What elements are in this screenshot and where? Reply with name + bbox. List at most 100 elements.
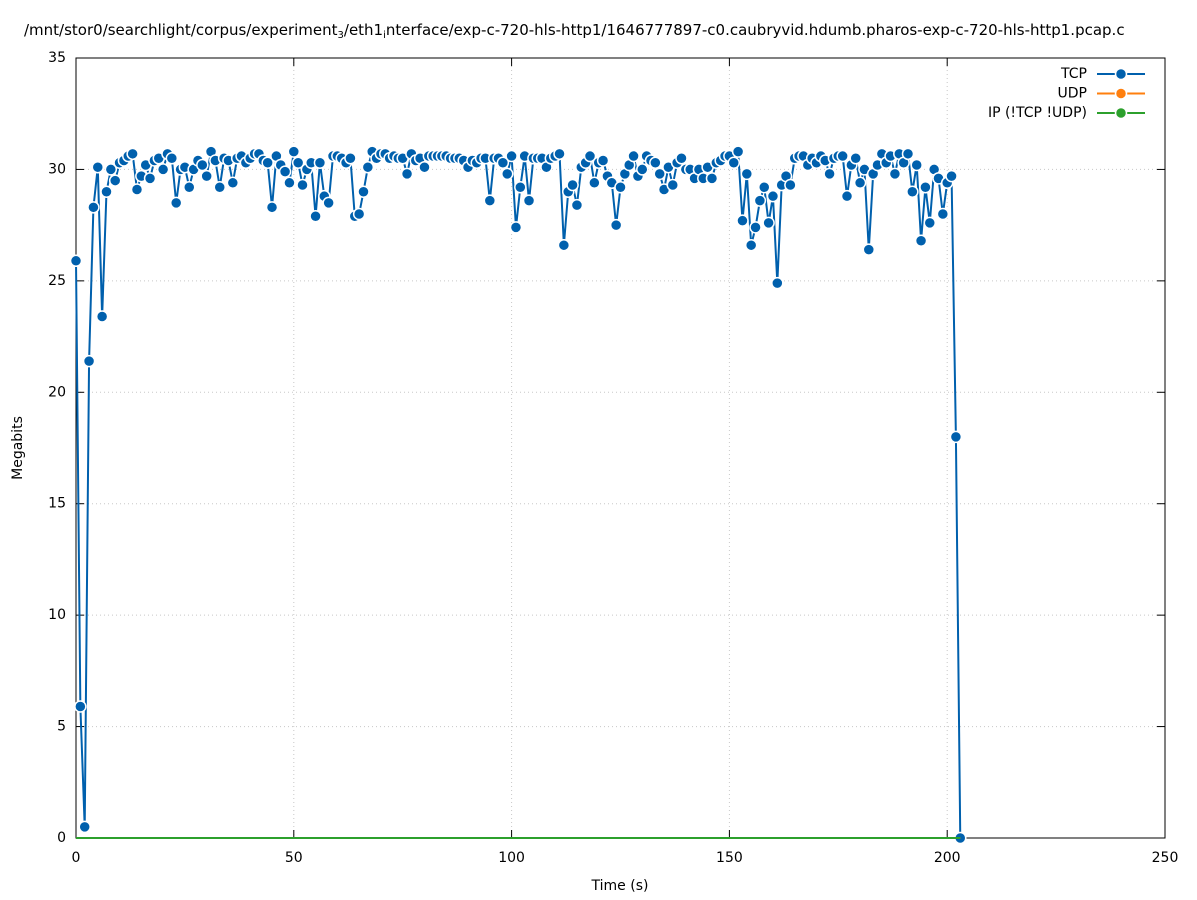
data-point bbox=[749, 221, 762, 234]
data-point bbox=[596, 154, 610, 167]
title-subscript: i bbox=[383, 30, 386, 41]
data-point bbox=[130, 183, 144, 196]
data-point bbox=[949, 430, 963, 444]
data-point bbox=[849, 152, 862, 165]
data-point bbox=[496, 156, 510, 169]
legend-marker bbox=[1114, 67, 1128, 81]
data-point bbox=[357, 185, 370, 198]
data-point bbox=[418, 160, 431, 174]
data-point bbox=[95, 310, 109, 323]
data-point bbox=[914, 234, 928, 247]
data-point bbox=[731, 145, 745, 158]
data-point bbox=[196, 158, 209, 172]
x-tick-label: 200 bbox=[934, 850, 961, 866]
data-point bbox=[901, 147, 915, 161]
legend-label: IP (!TCP !UDP) bbox=[988, 105, 1087, 121]
legend-label: TCP bbox=[1060, 66, 1087, 82]
data-point bbox=[126, 147, 139, 161]
data-point bbox=[278, 165, 292, 178]
data-point bbox=[509, 221, 523, 234]
data-point bbox=[836, 149, 849, 163]
legend-label: UDP bbox=[1058, 86, 1087, 102]
data-point bbox=[483, 194, 497, 207]
data-point bbox=[588, 176, 601, 190]
data-point bbox=[840, 189, 854, 203]
data-point bbox=[74, 700, 87, 713]
x-tick-label: 100 bbox=[498, 850, 525, 866]
data-point bbox=[82, 354, 96, 368]
data-point bbox=[309, 209, 322, 223]
data-point bbox=[287, 145, 301, 158]
data-point bbox=[313, 156, 327, 169]
data-point bbox=[169, 196, 183, 210]
data-point bbox=[156, 163, 170, 176]
data-point bbox=[649, 156, 662, 169]
y-tick-label: 35 bbox=[48, 50, 66, 66]
data-point bbox=[906, 185, 919, 198]
data-point bbox=[108, 174, 122, 187]
data-point bbox=[557, 238, 571, 252]
data-point bbox=[91, 160, 105, 174]
data-point bbox=[771, 276, 784, 290]
data-point bbox=[296, 178, 309, 192]
data-point bbox=[923, 216, 937, 230]
y-tick-label: 0 bbox=[57, 830, 66, 846]
y-axis-label: Megabits bbox=[10, 416, 26, 480]
data-point bbox=[762, 216, 775, 230]
y-tick-label: 15 bbox=[48, 496, 66, 512]
data-point bbox=[614, 181, 627, 194]
data-point bbox=[862, 243, 876, 256]
data-point bbox=[553, 147, 566, 161]
series-line bbox=[75, 147, 962, 839]
data-point bbox=[744, 238, 758, 252]
data-point bbox=[910, 158, 923, 172]
data-point bbox=[583, 149, 597, 163]
data-point bbox=[945, 169, 958, 183]
x-tick-label: 150 bbox=[716, 850, 743, 866]
data-point bbox=[104, 163, 118, 176]
data-point bbox=[627, 149, 640, 163]
data-point bbox=[352, 207, 366, 221]
data-point bbox=[261, 156, 274, 169]
title-part: /eth1 bbox=[344, 21, 383, 39]
y-tick-label: 20 bbox=[48, 384, 66, 400]
data-point bbox=[736, 214, 749, 227]
data-point bbox=[919, 181, 932, 194]
data-point bbox=[69, 254, 83, 268]
data-point bbox=[500, 167, 514, 181]
x-tick-label: 0 bbox=[72, 850, 81, 866]
data-point bbox=[183, 181, 196, 194]
data-point bbox=[570, 198, 584, 212]
title-subscript: 3 bbox=[338, 30, 344, 41]
y-tick-label: 5 bbox=[57, 719, 66, 735]
chart-title: /mnt/stor0/searchlight/corpus/experiment… bbox=[24, 21, 1125, 42]
data-point bbox=[936, 207, 950, 221]
data-point bbox=[291, 156, 305, 169]
data-point bbox=[265, 201, 279, 214]
title-part: nterface/exp-c-720-hls-http1/1646777897-… bbox=[386, 21, 1125, 39]
data-point bbox=[753, 194, 767, 207]
data-point bbox=[823, 167, 836, 181]
data-point bbox=[361, 160, 375, 174]
x-axis-label: Time (s) bbox=[591, 878, 649, 894]
data-point bbox=[653, 167, 666, 181]
data-point bbox=[213, 181, 226, 194]
data-point bbox=[522, 194, 536, 207]
title-part: /mnt/stor0/searchlight/corpus/experiment bbox=[24, 21, 338, 39]
data-point bbox=[78, 820, 91, 834]
data-point bbox=[784, 178, 797, 192]
data-point bbox=[226, 176, 240, 190]
data-point bbox=[143, 172, 157, 185]
data-point bbox=[888, 167, 902, 181]
data-point bbox=[609, 218, 623, 232]
data-point bbox=[200, 169, 213, 183]
data-point bbox=[400, 167, 414, 181]
data-point bbox=[322, 196, 335, 210]
legend-marker bbox=[1114, 106, 1128, 120]
data-point bbox=[165, 152, 179, 165]
data-point bbox=[514, 181, 527, 194]
data-point bbox=[675, 152, 688, 165]
data-point bbox=[740, 167, 754, 181]
data-point bbox=[705, 172, 719, 185]
